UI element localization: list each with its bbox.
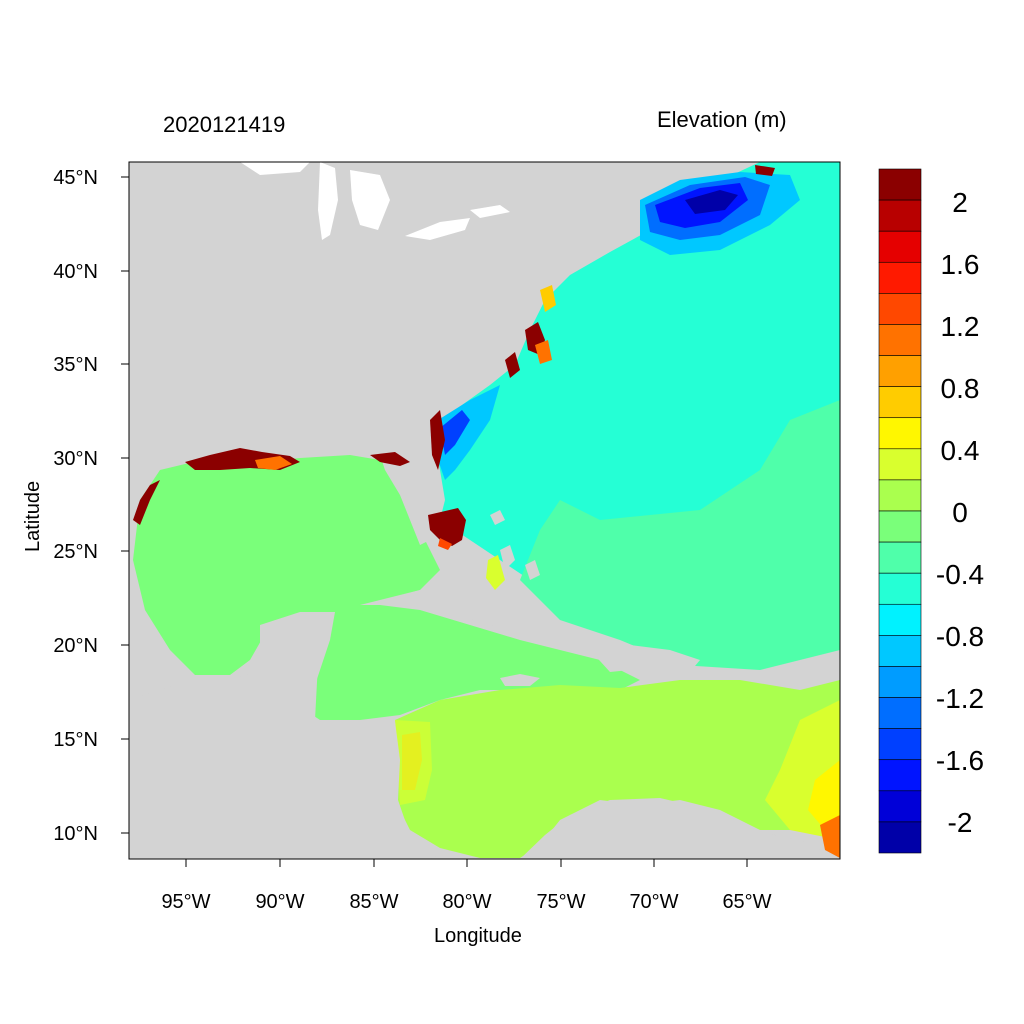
y-tick-label: 25°N [53, 541, 98, 563]
variable-title: Elevation (m) [657, 107, 787, 132]
colorbar [878, 168, 922, 854]
lake-superior [240, 162, 310, 175]
colorbar-label: -0.8 [936, 621, 984, 652]
x-axis-ticks [185, 859, 748, 867]
chesapeake-surge [540, 285, 556, 312]
colorbar-swatch [878, 666, 922, 698]
map-panel [129, 162, 840, 859]
east-caribbean-higher [808, 760, 840, 835]
x-tick-label: 90°W [255, 891, 304, 913]
bahamas-bank [486, 555, 505, 590]
colorbar-swatch [878, 230, 922, 263]
colorbar-swatch [878, 759, 922, 792]
colorbar-swatch [878, 261, 922, 294]
x-axis-tick-labels: 95°W 90°W 85°W 80°W 75°W 70°W 65°W [161, 891, 771, 913]
colorbar-label: 0 [952, 497, 968, 528]
map-timestamp: 2020121419 [163, 112, 286, 137]
south-florida-surge-edge [438, 538, 452, 550]
lake-michigan [318, 162, 338, 240]
colorbar-label: 1.6 [941, 249, 980, 280]
colorbar-swatch [878, 697, 922, 729]
east-caribbean-highest [820, 815, 840, 858]
northeast-coast-fringe [505, 352, 520, 378]
colorbar-swatch [878, 572, 922, 605]
colorbar-swatch [878, 199, 922, 232]
carolina-coast-orange [535, 340, 552, 364]
colorbar-swatch [878, 603, 922, 636]
colorbar-swatch [878, 448, 922, 481]
colorbar-swatch [878, 510, 922, 543]
colorbar-swatch [878, 324, 922, 356]
lake-ontario [470, 205, 510, 218]
colorbar-swatch [878, 386, 922, 419]
atlantic-south-band [520, 400, 840, 670]
x-tick-label: 70°W [629, 891, 678, 913]
x-axis-label: Longitude [434, 925, 522, 947]
colorbar-label: 0.8 [941, 373, 980, 404]
colorbar-label: -1.6 [936, 745, 984, 776]
georgia-coastal-low [438, 385, 500, 480]
colorbar-label: -1.2 [936, 683, 984, 714]
colorbar-label: -0.4 [936, 559, 984, 590]
y-tick-label: 15°N [53, 729, 98, 751]
texas-coast-surge [133, 480, 160, 525]
y-tick-label: 40°N [53, 261, 98, 283]
yucatan-land [260, 612, 335, 700]
bahamas-islands [490, 510, 540, 580]
x-tick-label: 80°W [442, 891, 491, 913]
y-tick-label: 20°N [53, 635, 98, 657]
map-frame [128, 161, 841, 860]
gulf-of-maine-core [685, 190, 738, 214]
colorbar-label: 1.2 [941, 311, 980, 342]
y-axis-ticks [121, 176, 129, 834]
georgia-coast-fringe [430, 410, 445, 470]
nicaragua-coastal-band [395, 720, 432, 805]
lake-huron [350, 170, 390, 230]
big-bend-surge [370, 452, 410, 466]
colorbar-labels: 2 1.6 1.2 0.8 0.4 0 -0.4 -0.8 -1.2 -1.6 … [936, 187, 984, 838]
y-axis-tick-labels: 45°N 40°N 35°N 30°N 25°N 20°N 15°N 10°N [53, 167, 98, 845]
cuba-land [385, 590, 600, 645]
hispaniola-land [590, 645, 700, 672]
y-tick-label: 10°N [53, 823, 98, 845]
louisiana-surge-orange [255, 456, 292, 470]
x-tick-label: 95°W [161, 891, 210, 913]
colorbar-label: 2 [952, 187, 968, 218]
south-florida-surge [428, 508, 466, 546]
x-tick-label: 75°W [536, 891, 585, 913]
nova-scotia-fringe [755, 165, 775, 176]
central-america-land [129, 670, 440, 859]
colorbar-swatch [878, 355, 922, 387]
gulf-of-mexico [133, 455, 440, 675]
lake-erie [405, 218, 470, 240]
colorbar-swatch [878, 417, 922, 450]
south-america-land [520, 798, 840, 859]
y-tick-label: 45°N [53, 167, 98, 189]
colorbar-swatch [878, 821, 922, 854]
y-tick-label: 35°N [53, 354, 98, 376]
colorbar-swatch [878, 479, 922, 512]
colorbar-swatch [878, 541, 922, 574]
x-tick-label: 65°W [722, 891, 771, 913]
colorbar-swatch [878, 728, 922, 761]
colorbar-label: 0.4 [941, 435, 980, 466]
colorbar-swatch [878, 293, 922, 325]
colorbar-label: -2 [948, 807, 973, 838]
x-tick-label: 85°W [349, 891, 398, 913]
colorbar-swatch [878, 790, 922, 823]
y-tick-label: 30°N [53, 448, 98, 470]
colorbar-swatch [878, 635, 922, 667]
georgia-coastal-lower [440, 410, 470, 455]
jamaica-land [500, 674, 540, 686]
caribbean-sea [395, 680, 840, 858]
colorbar-swatch [878, 168, 922, 201]
